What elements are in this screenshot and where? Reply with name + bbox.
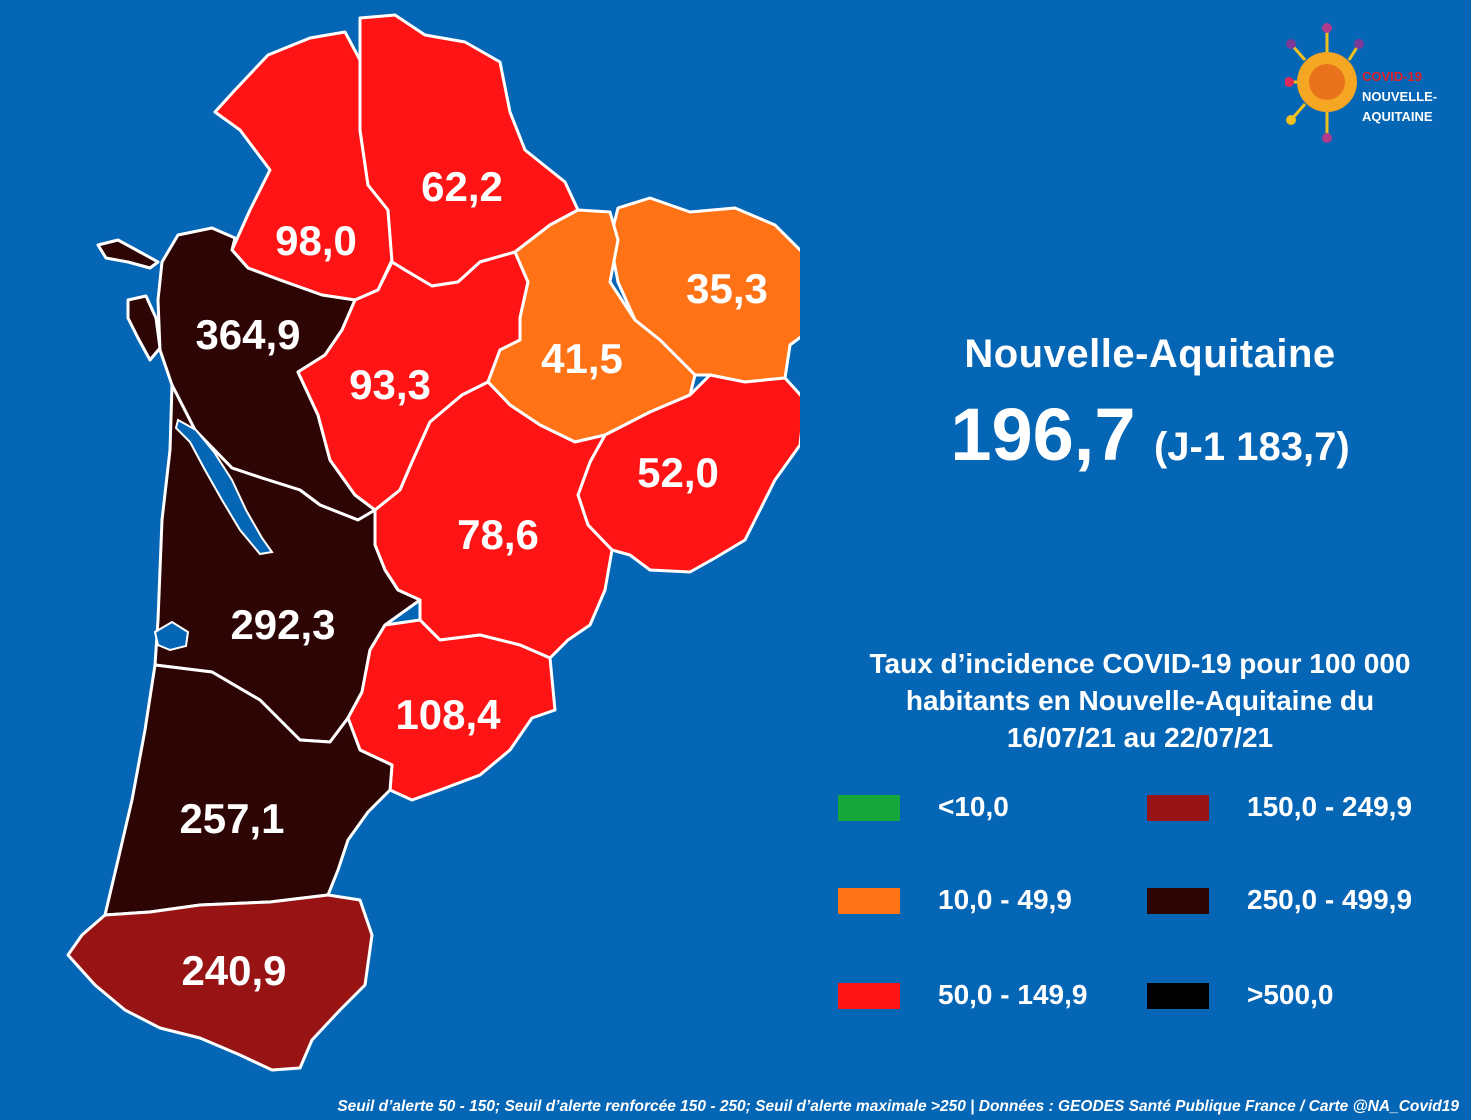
- footer-sources: Seuil d’alerte 50 - 150; Seuil d’alerte …: [337, 1098, 1459, 1115]
- dept-value-haute-vienne: 41,5: [541, 335, 623, 382]
- legend-swatch: [838, 795, 900, 821]
- dept-value-lot-et-garonne: 108,4: [395, 691, 501, 738]
- legend-label: >500,0: [1247, 979, 1334, 1010]
- legend-label: 150,0 - 249,9: [1247, 791, 1413, 822]
- dept-value-deux-sevres: 98,0: [275, 217, 357, 264]
- legend-title: Taux d’incidence COVID-19 pour 100 000 h…: [800, 645, 1471, 756]
- legend-swatch: [1147, 888, 1209, 914]
- ile-de-re: [96, 238, 160, 270]
- legend-title-line: 16/07/21 au 22/07/21: [1006, 722, 1274, 753]
- region-name: Nouvelle-Aquitaine: [964, 332, 1336, 376]
- legend-swatch: [1147, 795, 1209, 821]
- region-value: 196,7: [950, 393, 1136, 476]
- arcachon-bay: [153, 620, 190, 652]
- dept-dordogne[interactable]: [373, 380, 614, 660]
- dept-value-dordogne: 78,6: [457, 511, 539, 558]
- legend-label: 250,0 - 499,9: [1247, 884, 1413, 915]
- ile-d-oleron: [126, 294, 162, 362]
- dept-landes[interactable]: [103, 663, 394, 917]
- region-incidence: 196,7 (J-1 183,7): [880, 392, 1420, 477]
- legend-swatch: [838, 983, 900, 1009]
- logo-line-1: COVID-19: [1362, 69, 1422, 84]
- dept-value-creuse: 35,3: [686, 265, 768, 312]
- gironde-estuary: [174, 418, 274, 556]
- dept-value-gironde: 292,3: [230, 601, 335, 648]
- region-previous-value: (J-1 183,7): [1153, 425, 1350, 469]
- legend-title-line: habitants en Nouvelle-Aquitaine du: [905, 685, 1375, 716]
- logo-line-3: AQUITAINE: [1362, 109, 1433, 124]
- dept-value-vienne: 62,2: [421, 163, 503, 210]
- dept-value-charente-maritime: 364,9: [195, 311, 300, 358]
- logo-line-2: NOUVELLE-: [1362, 89, 1438, 104]
- legend-label: 50,0 - 149,9: [938, 979, 1088, 1010]
- legend-title-line: Taux d’incidence COVID-19 pour 100 000: [869, 648, 1411, 679]
- dept-value-pyrenees-atlantiques: 240,9: [181, 947, 286, 994]
- dept-pyrenees-atlantiques[interactable]: [66, 893, 374, 1072]
- dept-lot-et-garonne[interactable]: [346, 618, 557, 802]
- dept-value-charente: 93,3: [349, 361, 431, 408]
- department-map: 98,0 62,2 35,3 364,9 93,3 41,5 52,0 78,6 292,3 10…: [66, 13, 800, 1072]
- legend-label: <10,0: [938, 791, 1009, 822]
- legend-swatch: [838, 888, 900, 914]
- legend-swatch: [1147, 983, 1209, 1009]
- virus-icon: [1284, 23, 1364, 143]
- dept-value-correze: 52,0: [637, 449, 719, 496]
- legend-label: 10,0 - 49,9: [938, 884, 1072, 915]
- covid19-na-logo: COVID-19 NOUVELLE- AQUITAINE: [1284, 22, 1455, 144]
- dept-value-landes: 257,1: [179, 795, 284, 842]
